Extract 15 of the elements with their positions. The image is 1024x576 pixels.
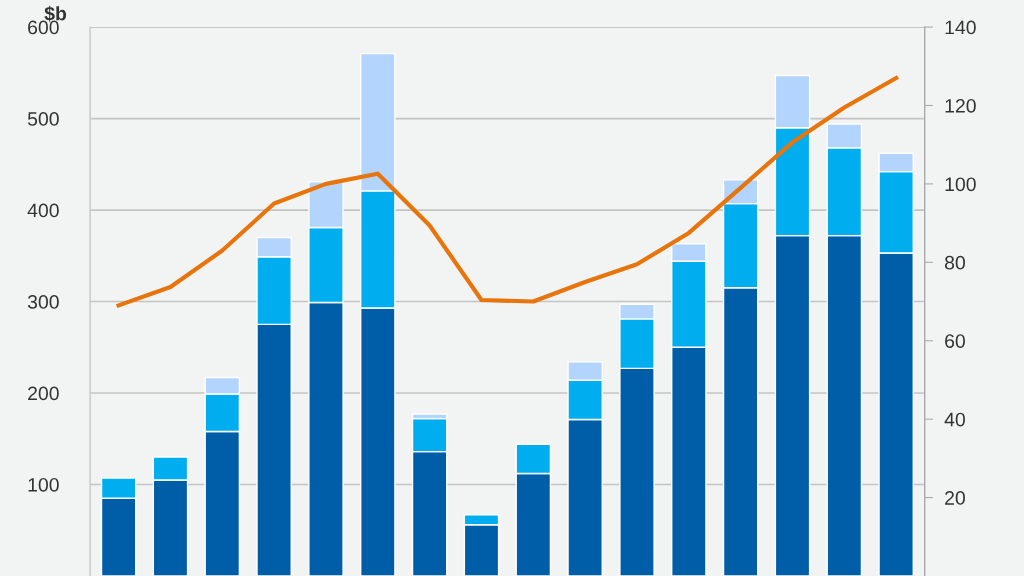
y-tick-label: 600	[28, 20, 59, 35]
y-tick-label: 200	[28, 386, 59, 401]
y-axis-title: $b	[44, 5, 67, 22]
y-tick-label: 500	[27, 112, 59, 126]
y2-tick-label: 120	[945, 98, 976, 113]
y2-tick-label: 20	[945, 491, 965, 505]
y-tick-label: 100	[28, 477, 59, 492]
y2-tick-label: 40	[944, 412, 965, 427]
y2-tick-label: 60	[945, 334, 965, 348]
y2-tick-label: 140	[945, 20, 976, 35]
y-tick-label: 400	[27, 203, 59, 218]
y-tick-label: 300	[27, 295, 59, 309]
y2-tick-label: 100	[945, 177, 976, 192]
line-series	[116, 75, 899, 308]
y2-tick-label: 80	[944, 255, 965, 270]
